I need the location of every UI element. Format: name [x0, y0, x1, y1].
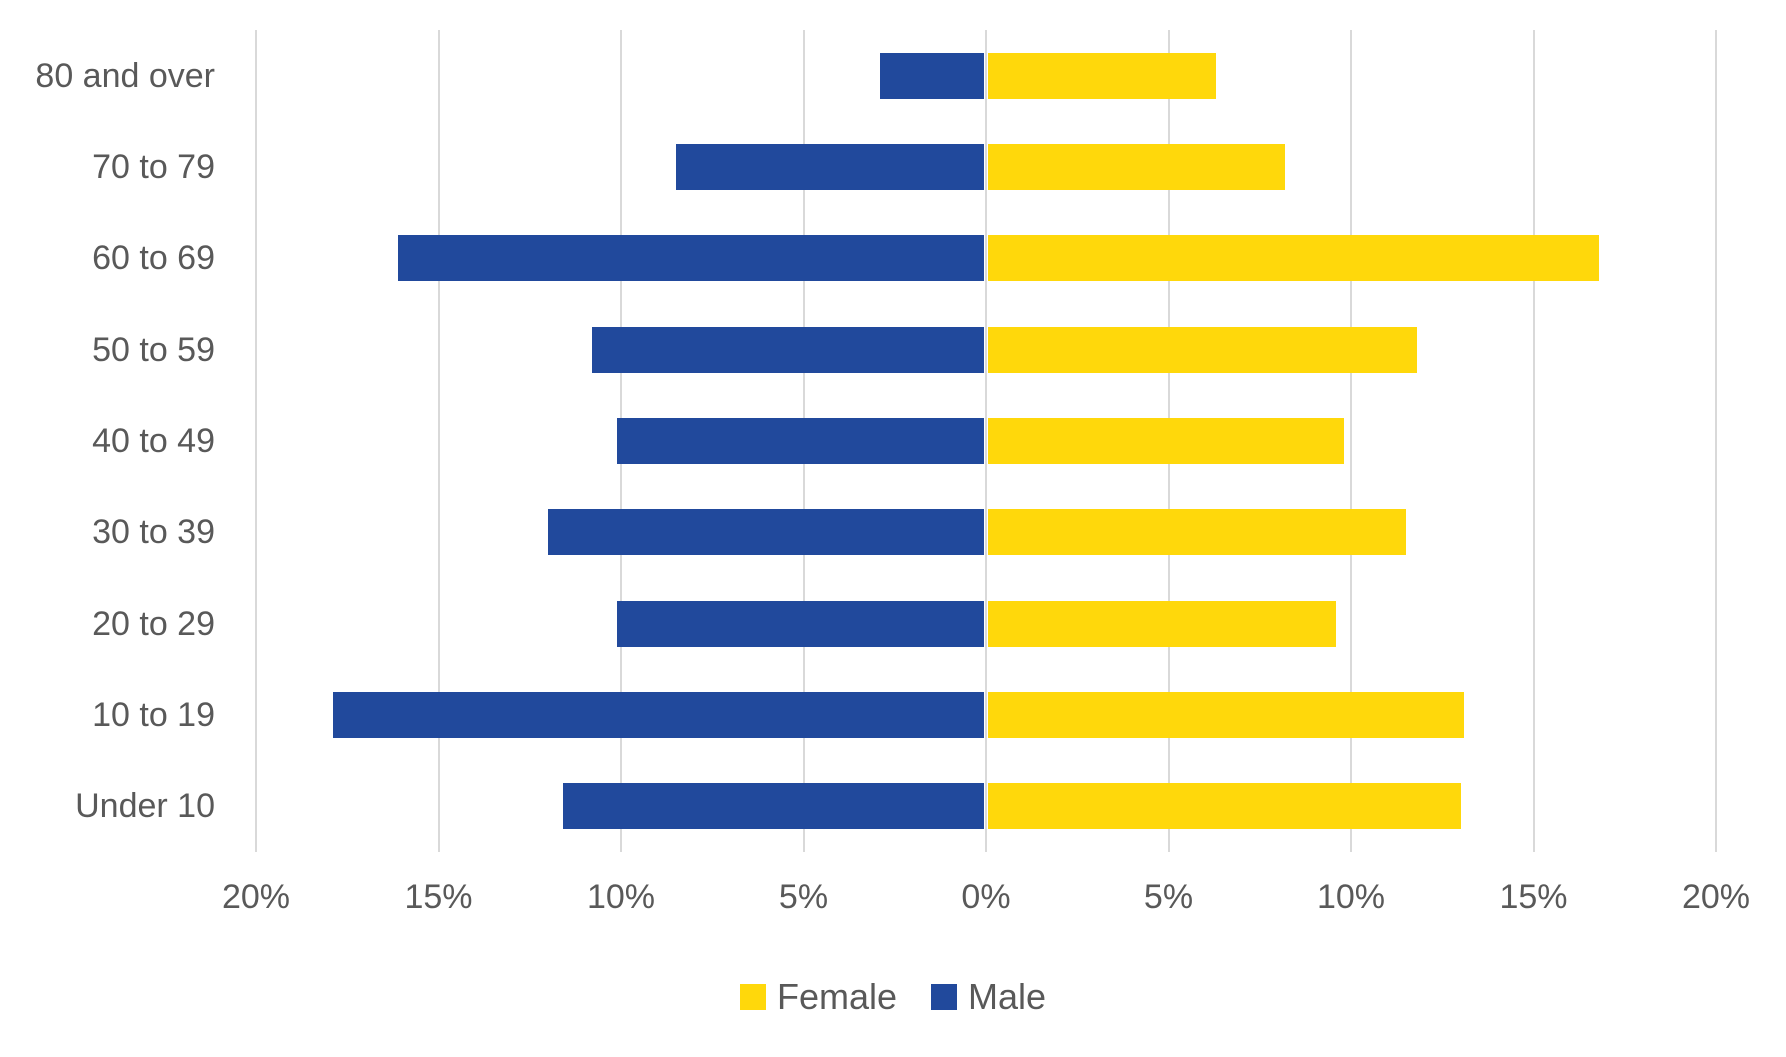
- category-label: 10 to 19: [92, 696, 215, 734]
- gridline: [985, 30, 987, 852]
- legend-label: Female: [776, 976, 897, 1017]
- category-label: 30 to 39: [92, 513, 215, 552]
- category-label: 70 to 79: [92, 148, 215, 186]
- bar-female: [988, 144, 1286, 190]
- bar-female: [988, 52, 1216, 99]
- legend-swatch-male: [931, 984, 957, 1010]
- bar-male: [332, 692, 984, 738]
- bar-female: [988, 418, 1344, 464]
- category-label: 80 and over: [35, 56, 215, 95]
- legend-entry-male: Male: [931, 976, 1046, 1018]
- bar-female: [988, 783, 1461, 830]
- legend-swatch-female: [739, 984, 766, 1010]
- x-tick-label: 5%: [1143, 878, 1194, 916]
- bar-male: [675, 144, 984, 190]
- gridline: [1532, 30, 1535, 852]
- legend-entry-female: Female: [739, 976, 897, 1018]
- x-tick-label: 15%: [1499, 878, 1568, 916]
- bar-female: [988, 235, 1600, 282]
- x-tick-label: 5%: [778, 878, 829, 916]
- category-label: Under 10: [75, 787, 215, 826]
- plot-area: [255, 30, 1717, 852]
- bar-male: [880, 52, 984, 99]
- gridline: [437, 30, 440, 852]
- category-label: 20 to 29: [92, 604, 215, 643]
- gridline: [1350, 30, 1352, 852]
- bar-female: [988, 509, 1406, 556]
- x-tick-label: 0%: [961, 878, 1011, 916]
- x-tick-label: 20%: [221, 878, 291, 916]
- gridline: [1715, 30, 1717, 852]
- bar-female: [988, 692, 1465, 738]
- x-tick-label: 10%: [1316, 878, 1386, 916]
- gridline: [255, 30, 257, 852]
- bar-male: [617, 418, 984, 464]
- bar-male: [398, 235, 984, 282]
- x-tick-label: 15%: [404, 878, 473, 916]
- bar-female: [988, 326, 1417, 373]
- bar-male: [548, 509, 984, 556]
- bar-female: [988, 600, 1337, 647]
- legend: Female Male: [0, 976, 1786, 1018]
- category-label: 40 to 49: [92, 422, 215, 460]
- category-label: 50 to 59: [92, 330, 215, 369]
- bar-male: [562, 783, 984, 830]
- x-tick-label: 10%: [586, 878, 656, 916]
- x-tick-label: 20%: [1681, 878, 1751, 916]
- bar-male: [617, 600, 984, 647]
- category-label: 60 to 69: [92, 239, 215, 278]
- bar-male: [591, 326, 984, 373]
- legend-label: Male: [968, 976, 1047, 1017]
